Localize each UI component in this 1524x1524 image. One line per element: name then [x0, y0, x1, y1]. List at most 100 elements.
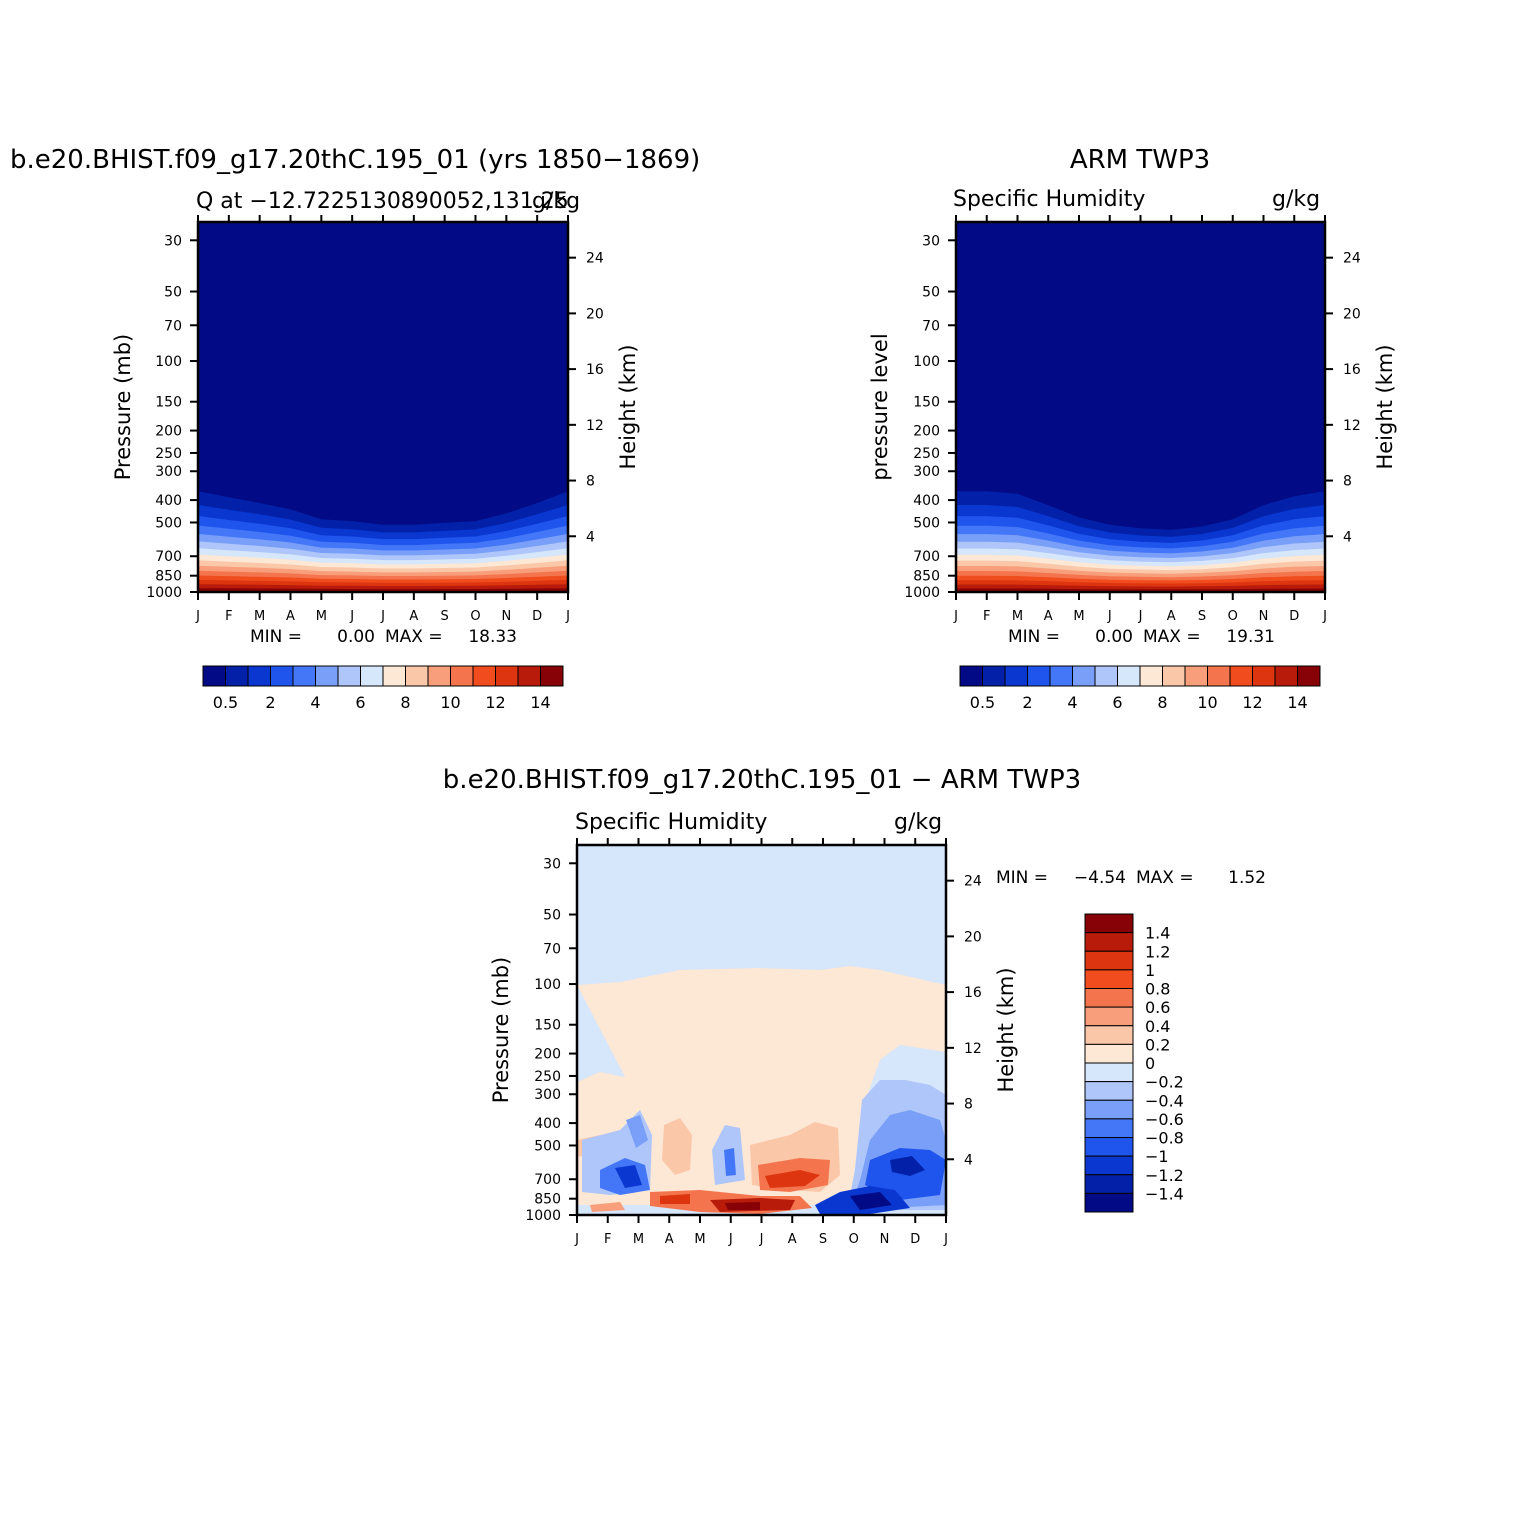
x-tick-label: J [574, 1232, 579, 1247]
x-tick-label: O [470, 609, 480, 624]
min-label: MIN = [996, 868, 1048, 888]
diff-region [890, 1156, 925, 1176]
max-label: MAX = [385, 627, 443, 647]
diff-region [765, 1170, 820, 1188]
colorbar-label: 0.4 [1145, 1017, 1170, 1036]
colorbar-box [1084, 1006, 1134, 1027]
min-value: −4.54 [1074, 868, 1126, 888]
panel-model: b.e20.BHIST.f09_g17.20thC.195_01 (yrs 18… [10, 145, 700, 712]
y-tick-label: 400 [155, 493, 182, 509]
x-tick-label: A [788, 1232, 797, 1247]
panel-title: ARM TWP3 [1070, 145, 1210, 175]
panel-title: b.e20.BHIST.f09_g17.20thC.195_01 − ARM T… [443, 765, 1081, 795]
colorbar-box [1084, 1155, 1134, 1176]
colorbar-label: 8 [400, 693, 410, 712]
y2-tick-label: 20 [964, 929, 982, 945]
x-tick-label: J [953, 609, 958, 624]
y-tick-label: 100 [913, 354, 940, 370]
y-tick-label: 100 [155, 354, 182, 370]
panel-subtitle-left: Q at −12.7225130890052,131.25 [196, 189, 569, 214]
x-tick-label: J [380, 609, 385, 624]
colorbar-label: 1.4 [1145, 924, 1170, 943]
max-label: MAX = [1136, 868, 1194, 888]
y-tick-label: 30 [543, 856, 561, 872]
y-tick-label: 150 [534, 1018, 561, 1034]
colorbar-box [315, 665, 339, 687]
colorbar-box [1297, 665, 1321, 687]
colorbar-box [959, 665, 983, 687]
max-value: 19.31 [1226, 627, 1275, 647]
x-tick-label: J [565, 609, 570, 624]
y-tick-label: 300 [913, 464, 940, 480]
colorbar-label: 0.5 [970, 693, 995, 712]
y-tick-label: 300 [155, 464, 182, 480]
min-label: MIN = [1008, 627, 1060, 647]
colorbar-box [1084, 1099, 1134, 1120]
axes: J F M A M J J A S O N D J 30 50 70 100 150 200 250 300 400 500… [146, 215, 604, 624]
colorbar-box [1084, 1174, 1134, 1194]
y-tick-label: 250 [534, 1069, 561, 1085]
diff-region [662, 1118, 692, 1175]
y2-tick-label: 12 [964, 1041, 982, 1057]
panel-subtitle-right: g/kg [894, 810, 942, 835]
diff-region [626, 1115, 648, 1148]
y2-tick-label: 12 [1343, 418, 1361, 434]
y-tick-label: 300 [534, 1087, 561, 1103]
y-tick-label: 30 [922, 233, 940, 249]
colorbar: 1.41.210.80.60.40.20−0.2−0.4−0.6−0.8−1−1… [1084, 913, 1184, 1213]
y-tick-label: 1000 [525, 1208, 561, 1224]
x-tick-label: M [254, 609, 265, 624]
x-tick-label: A [665, 1232, 674, 1247]
y-tick-label: 700 [534, 1172, 561, 1188]
contour-field [577, 845, 946, 1215]
max-value: 1.52 [1228, 868, 1266, 888]
colorbar-label: 10 [1197, 693, 1217, 712]
colorbar-box [1084, 1137, 1134, 1157]
x-tick-label: A [1044, 609, 1053, 624]
axes: J F M A M J J A S O N D J 30 50 70 100 150 200 250 300 400 500… [904, 215, 1361, 624]
colorbar-box [1084, 969, 1134, 989]
colorbar-box [540, 665, 564, 687]
colorbar-box [1004, 665, 1028, 687]
colorbar-box [360, 665, 384, 687]
x-tick-label: J [1322, 609, 1327, 624]
colorbar-box [982, 665, 1006, 687]
y-tick-label: 150 [913, 395, 940, 411]
y-tick-label: 200 [534, 1047, 561, 1063]
y-tick-label: 50 [164, 285, 182, 301]
colorbar-box [1072, 665, 1096, 687]
y-tick-label: 50 [543, 908, 561, 924]
x-tick-label: D [1289, 609, 1299, 624]
colorbar-label: 0.8 [1145, 980, 1170, 999]
colorbar-box [1274, 665, 1298, 687]
diff-region [850, 1192, 892, 1210]
y2-tick-label: 24 [964, 874, 982, 890]
y-tick-label: 70 [922, 318, 940, 334]
colorbar-box [292, 665, 316, 687]
colorbar-box [1084, 1192, 1134, 1213]
axes: J F M A M J J A S O N D J 30 50 70 100 150 200 250 300 400 500… [525, 838, 982, 1247]
colorbar-label: −0.2 [1145, 1073, 1184, 1092]
max-value: 18.33 [468, 627, 517, 647]
y2-tick-label: 8 [586, 474, 595, 490]
diff-region [590, 1202, 625, 1212]
x-tick-label: F [983, 609, 990, 624]
x-tick-label: D [532, 609, 542, 624]
colorbar-label: 6 [1112, 693, 1122, 712]
y-tick-label: 200 [155, 424, 182, 440]
x-tick-label: N [1259, 609, 1269, 624]
colorbar-label: −0.4 [1145, 1091, 1184, 1110]
x-tick-label: S [441, 609, 449, 624]
colorbar-label: 8 [1157, 693, 1167, 712]
panel-subtitle-right: g/kg [532, 189, 580, 214]
y2-tick-label: 16 [586, 362, 604, 378]
y-tick-label: 250 [913, 446, 940, 462]
colorbar-box [1084, 1118, 1134, 1138]
y2-tick-label: 8 [964, 1097, 973, 1113]
y-tick-label: 500 [155, 515, 182, 531]
x-tick-label: J [1107, 609, 1112, 624]
colorbar-label: 2 [265, 693, 275, 712]
y2-axis-label: Height (km) [994, 967, 1018, 1092]
y-tick-label: 1000 [146, 585, 182, 601]
